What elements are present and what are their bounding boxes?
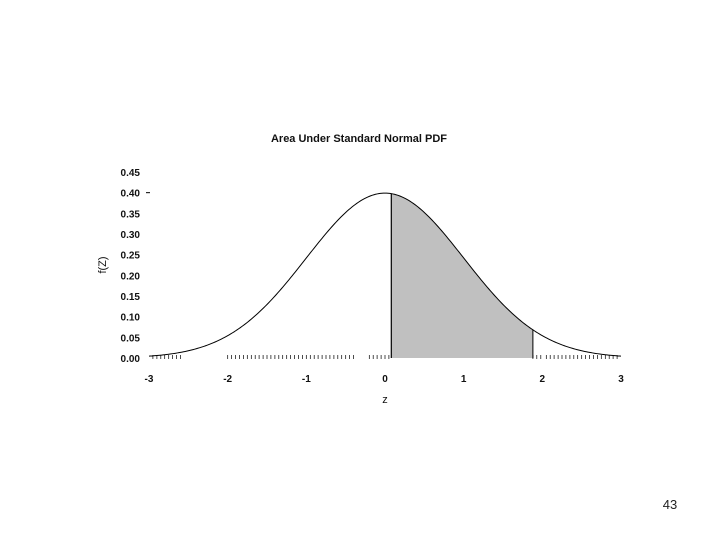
x-axis: -3 -2 -1 0 1 2 3 [145, 374, 625, 385]
y-tick-label: 0.15 [121, 292, 141, 303]
y-tick-label: 0.20 [121, 271, 141, 282]
x-tick-label: -1 [302, 374, 311, 385]
x-tick-label: -2 [223, 374, 232, 385]
y-tick-label: 0.45 [121, 168, 141, 179]
y-axis-label: f(Z) [97, 256, 109, 273]
y-tick-label: 0.25 [121, 251, 141, 262]
x-tick-label: 3 [618, 374, 624, 385]
page-number: 43 [662, 497, 678, 512]
x-tick-label: 1 [461, 374, 467, 385]
plot-area [148, 192, 622, 359]
baseline-ticks [152, 355, 618, 359]
pdf-curve [148, 192, 622, 357]
y-tick-label: 0.35 [121, 209, 141, 220]
x-tick-label: 0 [382, 374, 388, 385]
shaded-area [391, 193, 533, 358]
y-tick-label: 0.10 [121, 313, 141, 324]
x-tick-label: -3 [145, 374, 154, 385]
y-tick-label: 0.30 [121, 230, 141, 241]
chart-title: Area Under Standard Normal PDF [271, 133, 447, 145]
y-tick-label: 0.00 [121, 354, 141, 365]
y-axis: 0.00 0.05 0.10 0.15 0.20 0.25 0.30 0.35 0.40 0.45 [121, 168, 150, 365]
x-axis-label: z [382, 394, 388, 406]
y-tick-label: 0.40 [121, 189, 141, 200]
x-tick-label: 2 [540, 374, 546, 385]
y-tick-label: 0.05 [121, 333, 141, 344]
